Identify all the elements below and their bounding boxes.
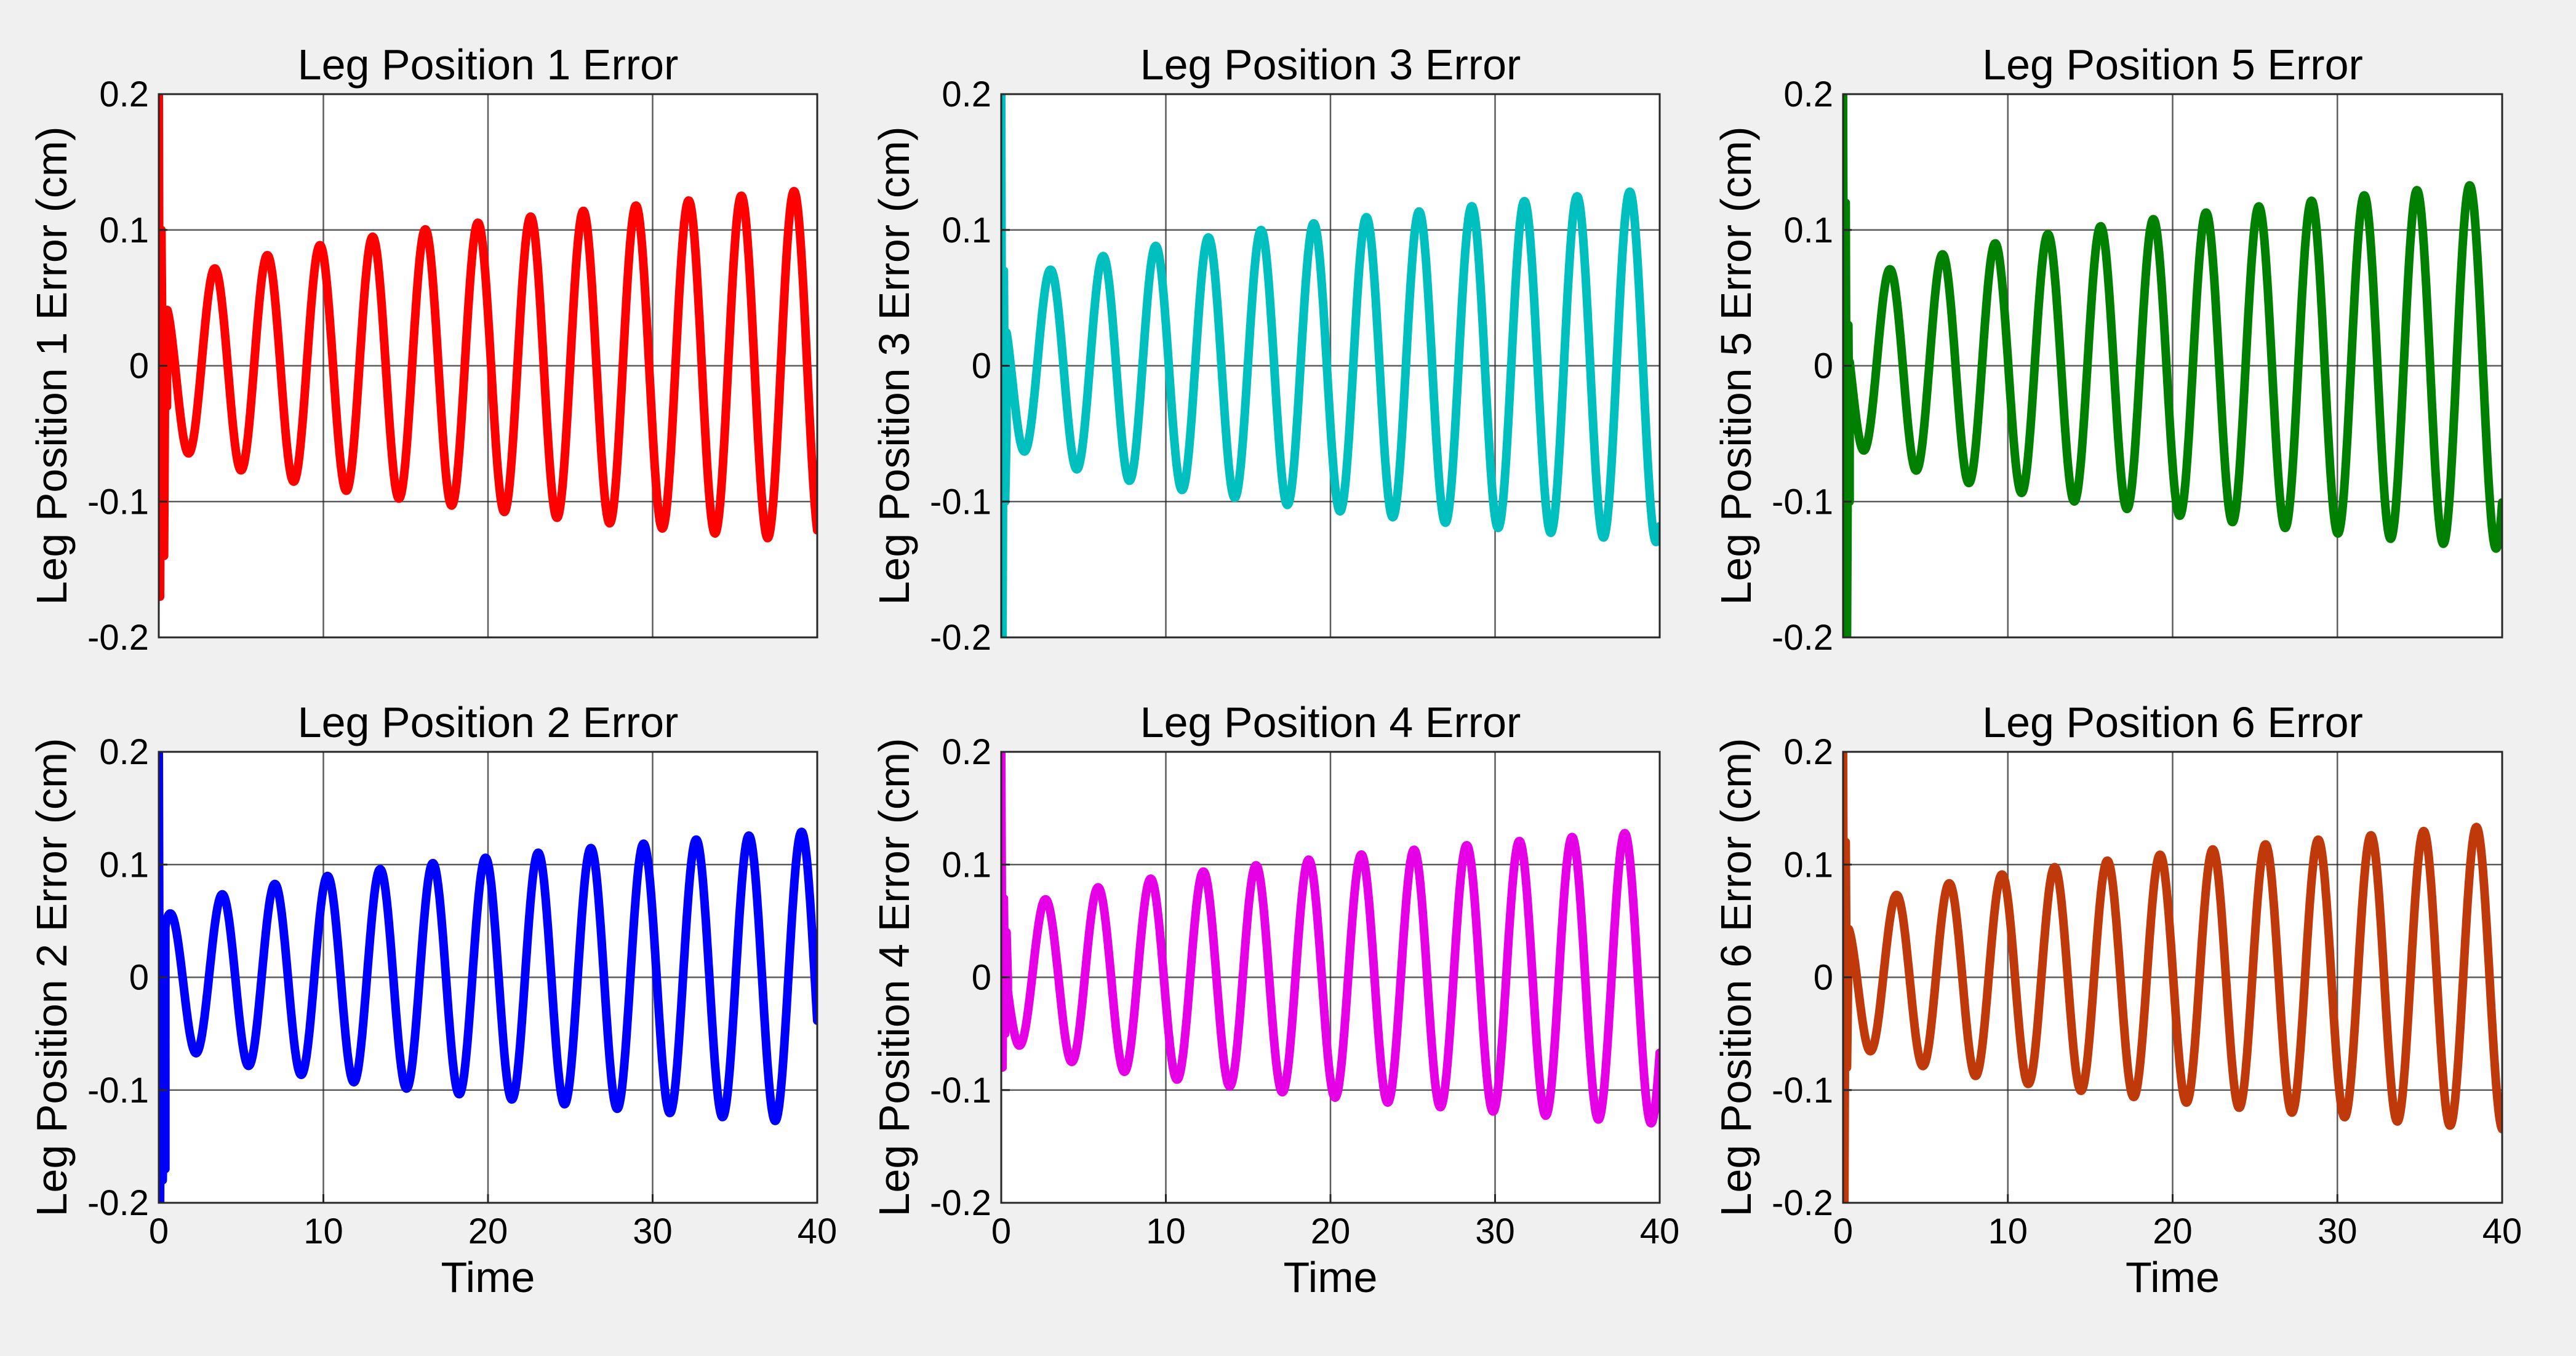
y-tick-label: 0 (972, 346, 991, 386)
y-tick-label: 0.1 (99, 845, 149, 885)
series-line (1001, 94, 1660, 637)
y-axis-label: Leg Position 5 Error (cm) (1712, 126, 1760, 605)
y-tick-label: 0.2 (99, 74, 149, 114)
x-tick-label: 40 (2482, 1211, 2522, 1251)
x-tick-label: 40 (798, 1211, 838, 1251)
chart-title: Leg Position 2 Error (298, 698, 679, 746)
y-tick-label: -0.1 (1772, 482, 1833, 522)
chart-title: Leg Position 1 Error (298, 41, 679, 89)
chart-title: Leg Position 3 Error (1140, 41, 1521, 89)
y-axis-label: Leg Position 3 Error (cm) (870, 126, 918, 605)
chart-title: Leg Position 4 Error (1140, 698, 1521, 746)
y-tick-label: 0.2 (1783, 74, 1833, 114)
y-tick-label: -0.2 (1772, 1183, 1833, 1223)
y-axis-label: Leg Position 4 Error (cm) (870, 738, 918, 1216)
x-tick-label: 30 (1475, 1211, 1515, 1251)
x-axis-label: Time (2126, 1253, 2220, 1301)
y-tick-label: -0.2 (1772, 618, 1833, 658)
y-tick-label: 0 (1814, 346, 1833, 386)
y-tick-label: 0 (129, 958, 149, 998)
chart-title: Leg Position 5 Error (1982, 41, 2363, 89)
y-tick-label: -0.1 (1772, 1071, 1833, 1111)
series-line (159, 94, 817, 601)
chart-panel-1: -0.2 -0.1 0 0.1 0.2 Leg Position 1 Error Leg P… (28, 41, 818, 658)
x-tick-label: 10 (1988, 1211, 2028, 1251)
chart-panel-6: -0.2 -0.1 0 0.1 0.2 0 10 20 30 40 Leg Position 6 E… (1712, 698, 2522, 1301)
chart-panel-5: -0.2 -0.1 0 0.1 0.2 0 10 20 30 40 Leg Position 4 E… (870, 698, 1679, 1301)
y-tick-label: 0.1 (942, 845, 991, 885)
y-tick-label: -0.1 (930, 482, 991, 522)
x-tick-label: 10 (303, 1211, 343, 1251)
chart-panel-2: -0.2 -0.1 0 0.1 0.2 Leg Position 3 Error Leg P… (870, 41, 1661, 658)
series-line (1001, 752, 1660, 1128)
x-tick-label: 40 (1640, 1211, 1680, 1251)
y-tick-label: 0 (972, 958, 991, 998)
y-tick-label: 0.1 (99, 210, 149, 250)
x-tick-label: 0 (991, 1211, 1011, 1251)
x-tick-label: 20 (1311, 1211, 1351, 1251)
y-tick-label: -0.2 (930, 618, 991, 658)
y-tick-label: -0.2 (930, 1183, 991, 1223)
y-tick-label: 0.1 (1783, 210, 1833, 250)
x-tick-label: 0 (149, 1211, 169, 1251)
x-tick-label: 10 (1146, 1211, 1186, 1251)
y-tick-label: 0 (129, 346, 149, 386)
panels-layer: -0.2 -0.1 0 0.1 0.2 Leg Position 1 Error Leg P… (28, 41, 2522, 1301)
y-axis-label: Leg Position 6 Error (cm) (1712, 738, 1760, 1216)
y-tick-label: -0.1 (930, 1071, 991, 1111)
y-axis-label: Leg Position 2 Error (cm) (28, 738, 76, 1216)
chart-title: Leg Position 6 Error (1982, 698, 2363, 746)
y-tick-label: -0.2 (87, 618, 149, 658)
y-tick-label: 0.2 (942, 74, 991, 114)
x-axis-label: Time (441, 1253, 535, 1301)
y-tick-label: 0 (1814, 958, 1833, 998)
x-tick-label: 20 (468, 1211, 508, 1251)
x-axis-label: Time (1284, 1253, 1378, 1301)
y-axis-label: Leg Position 1 Error (cm) (28, 126, 76, 605)
series-line (1843, 752, 2502, 1203)
y-tick-label: 0.1 (942, 210, 991, 250)
y-tick-label: 0.2 (1783, 732, 1833, 772)
chart-panel-3: -0.2 -0.1 0 0.1 0.2 Leg Position 5 Error Leg P… (1712, 41, 2503, 658)
x-tick-label: 30 (2318, 1211, 2358, 1251)
y-tick-label: -0.1 (87, 482, 149, 522)
y-tick-label: -0.1 (87, 1071, 149, 1111)
y-tick-label: 0.1 (1783, 845, 1833, 885)
series-line (1843, 94, 2502, 637)
y-tick-label: 0.2 (99, 732, 149, 772)
y-tick-label: -0.2 (87, 1183, 149, 1223)
x-tick-label: 0 (1833, 1211, 1853, 1251)
y-tick-label: 0.2 (942, 732, 991, 772)
x-tick-label: 30 (633, 1211, 673, 1251)
series-line (159, 752, 817, 1203)
x-tick-label: 20 (2153, 1211, 2193, 1251)
chart-panel-4: -0.2 -0.1 0 0.1 0.2 0 10 20 30 40 Leg Position 2 E… (28, 698, 837, 1301)
